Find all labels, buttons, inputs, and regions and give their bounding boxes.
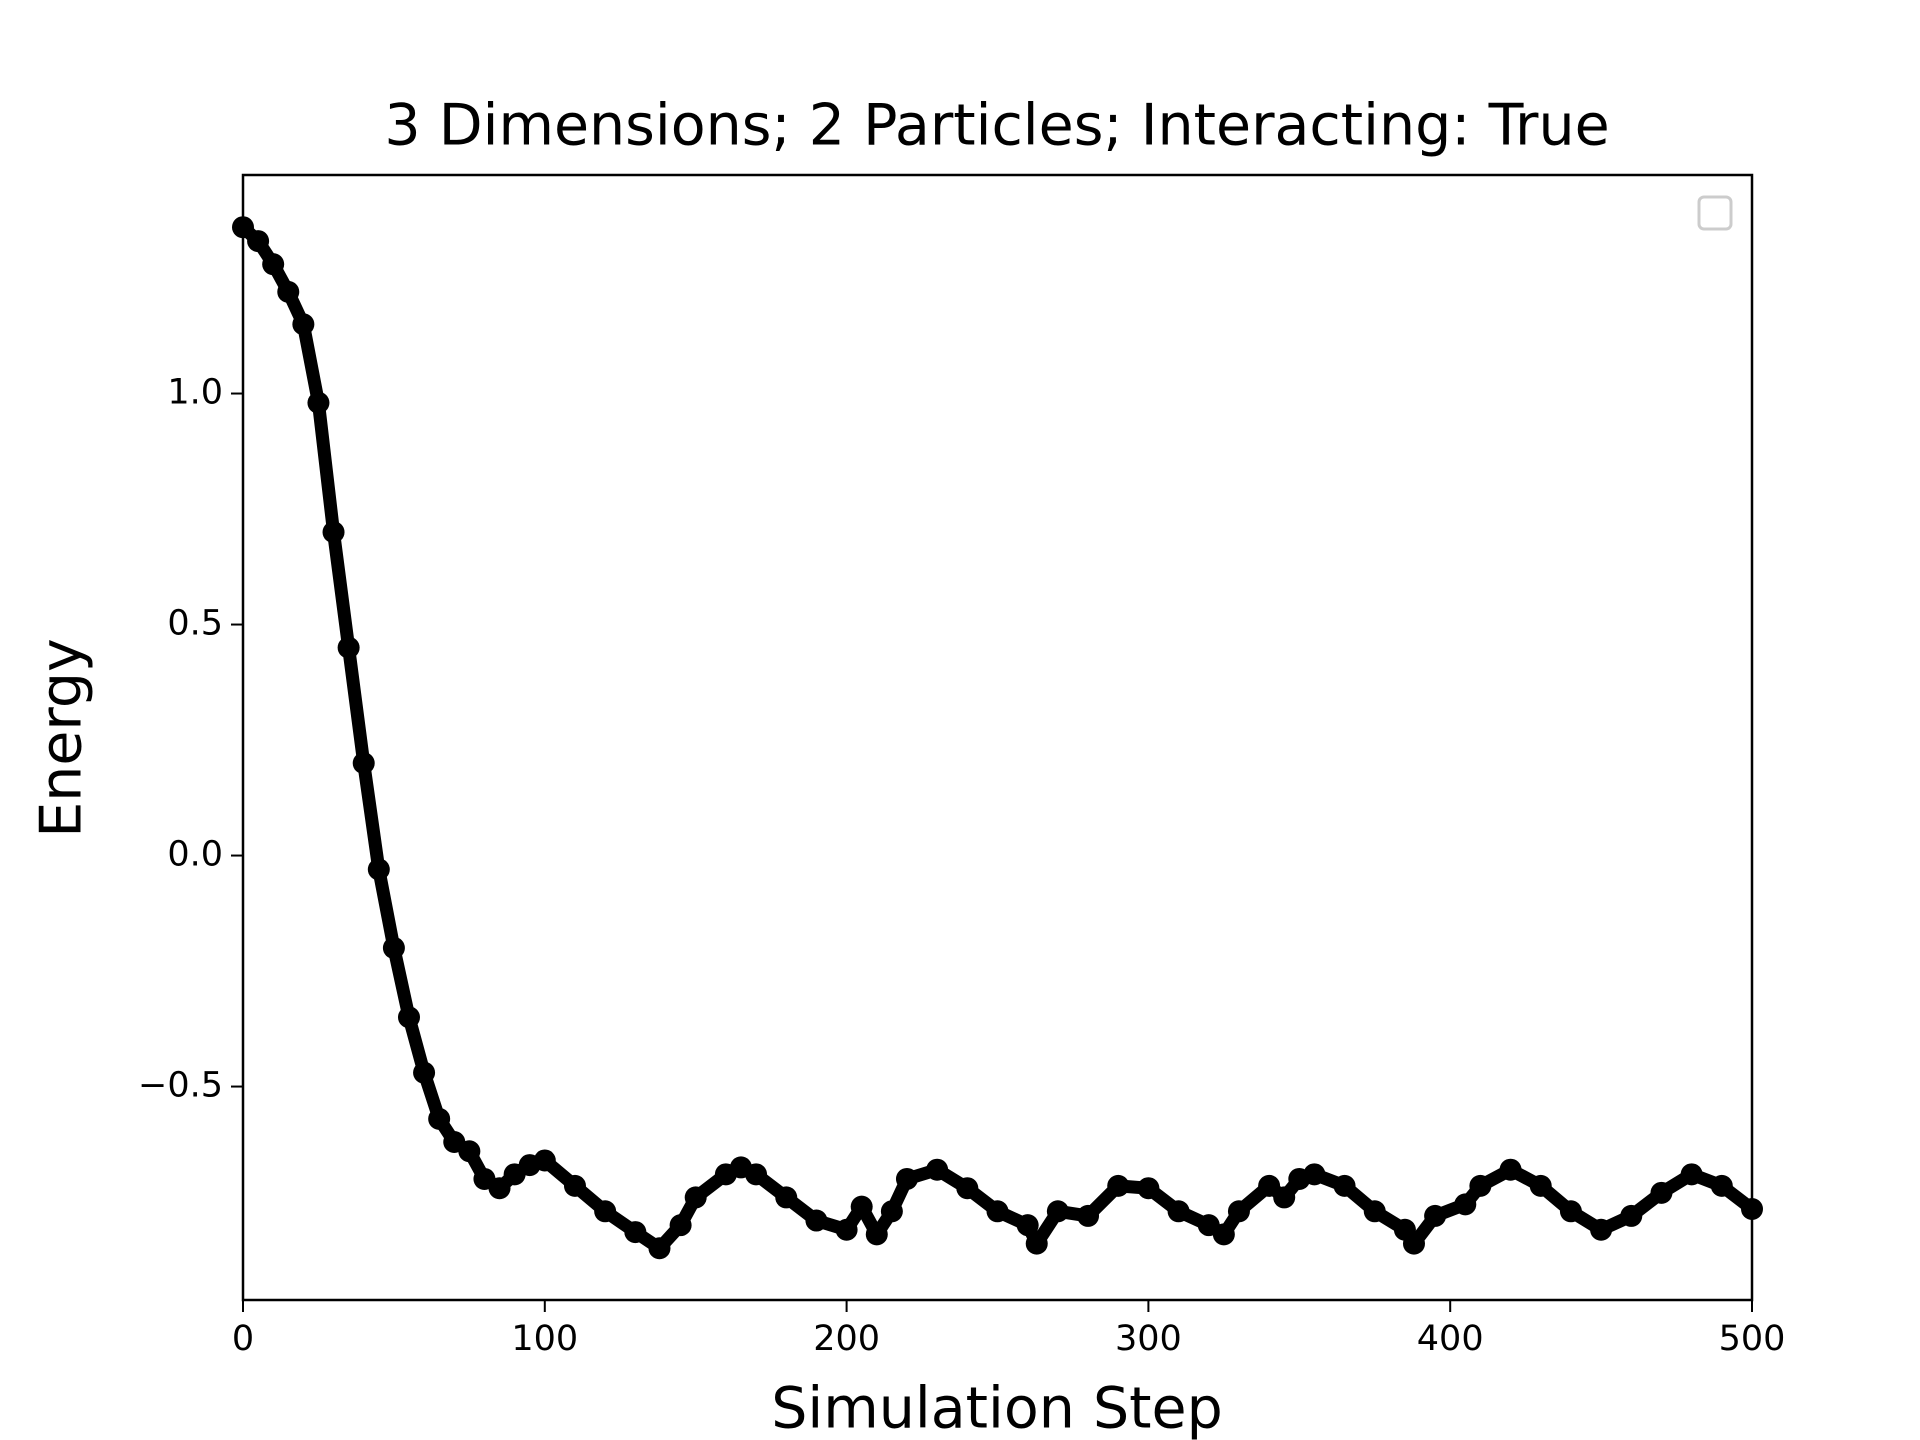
marker	[956, 1177, 979, 1200]
x-tick-label: 0	[232, 1319, 254, 1359]
marker	[1499, 1158, 1522, 1181]
marker	[926, 1158, 949, 1181]
marker	[1046, 1200, 1069, 1223]
marker	[1107, 1174, 1130, 1197]
marker	[397, 1006, 420, 1029]
marker	[594, 1200, 617, 1223]
marker	[1454, 1193, 1477, 1216]
marker	[865, 1223, 888, 1246]
marker	[382, 936, 405, 959]
y-tick-label: 0.0	[167, 835, 223, 875]
marker	[1227, 1200, 1250, 1223]
marker	[247, 230, 270, 253]
y-axis-label: Energy	[29, 638, 95, 838]
marker	[458, 1140, 481, 1163]
marker	[337, 636, 360, 659]
x-axis-label: Simulation Step	[771, 1376, 1223, 1440]
marker	[307, 391, 330, 414]
marker	[1025, 1232, 1048, 1255]
marker	[563, 1174, 586, 1197]
marker	[1529, 1174, 1552, 1197]
x-tick-label: 100	[511, 1319, 578, 1359]
marker	[428, 1107, 451, 1130]
marker	[684, 1186, 707, 1209]
marker	[1273, 1186, 1296, 1209]
marker	[745, 1163, 768, 1186]
marker	[1212, 1223, 1235, 1246]
marker	[533, 1149, 556, 1172]
marker	[648, 1237, 671, 1260]
x-tick-label: 300	[1115, 1319, 1182, 1359]
marker	[1424, 1204, 1447, 1227]
marker	[352, 752, 375, 775]
marker	[262, 253, 285, 276]
marker	[986, 1200, 1009, 1223]
chart-title: 3 Dimensions; 2 Particles; Interacting: …	[384, 93, 1609, 159]
marker	[1620, 1204, 1643, 1227]
marker	[669, 1214, 692, 1237]
marker	[292, 313, 315, 336]
x-tick-label: 400	[1417, 1319, 1484, 1359]
y-tick-label: 0.5	[167, 604, 223, 644]
x-tick-label: 200	[813, 1319, 880, 1359]
marker	[1363, 1200, 1386, 1223]
marker	[1680, 1163, 1703, 1186]
marker	[367, 858, 390, 881]
marker	[1650, 1181, 1673, 1204]
marker	[805, 1209, 828, 1232]
marker	[1303, 1163, 1326, 1186]
line	[238, 222, 1756, 1255]
marker	[277, 280, 300, 303]
y-tick-label: −0.5	[138, 1066, 223, 1106]
marker	[1167, 1200, 1190, 1223]
marker	[1402, 1232, 1425, 1255]
marker	[880, 1200, 903, 1223]
marker	[488, 1177, 511, 1200]
marker	[624, 1221, 647, 1244]
marker	[1137, 1177, 1160, 1200]
legend-box	[1697, 195, 1733, 231]
marker	[1016, 1214, 1039, 1237]
y-tick-label: 1.0	[167, 373, 223, 413]
marker	[850, 1195, 873, 1218]
marker	[1590, 1218, 1613, 1241]
marker	[322, 521, 345, 544]
x-tick-label: 500	[1719, 1319, 1786, 1359]
marker	[1258, 1174, 1281, 1197]
plot-frame	[241, 173, 1754, 1302]
marker	[835, 1218, 858, 1241]
marker	[1710, 1174, 1733, 1197]
marker	[895, 1167, 918, 1190]
marker	[1469, 1174, 1492, 1197]
marker	[775, 1186, 798, 1209]
marker	[1333, 1174, 1356, 1197]
marker	[1559, 1200, 1582, 1223]
marker	[413, 1061, 436, 1084]
marker	[1077, 1204, 1100, 1227]
